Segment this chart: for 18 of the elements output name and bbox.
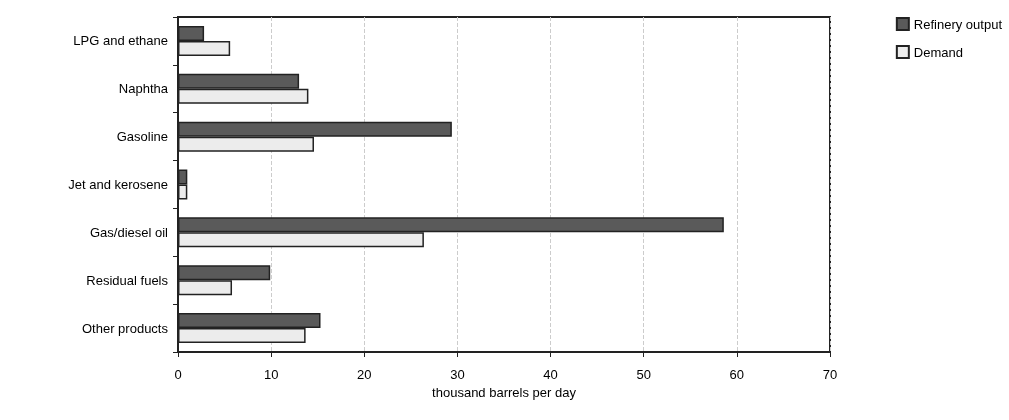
y-tick-label: Gasoline — [116, 129, 168, 145]
y-tick-label: Naphtha — [118, 81, 169, 97]
x-tick-label: 20 — [357, 367, 372, 382]
x-tick-label: 70 — [822, 367, 838, 382]
x-tick-label: 60 — [729, 367, 745, 382]
x-axis-title: thousand barrels per day — [432, 385, 577, 400]
y-tick-label: Gas/diesel oil — [89, 224, 169, 240]
y-tick-label: Jet and kerosene — [68, 177, 168, 192]
legend-label: Demand — [913, 44, 963, 60]
y-tick-label: Residual fuels — [86, 272, 169, 288]
y-tick-label: Other products — [82, 320, 169, 336]
x-tick-label: 30 — [450, 367, 465, 382]
x-tick-label: 0 — [174, 367, 182, 382]
x-tick-label: 50 — [636, 367, 651, 382]
legend-label: Refinery output — [913, 16, 1003, 32]
x-tick-label: 40 — [543, 367, 558, 382]
y-tick-label: LPG and ethane — [73, 33, 168, 49]
x-tick-label: 10 — [263, 367, 279, 382]
